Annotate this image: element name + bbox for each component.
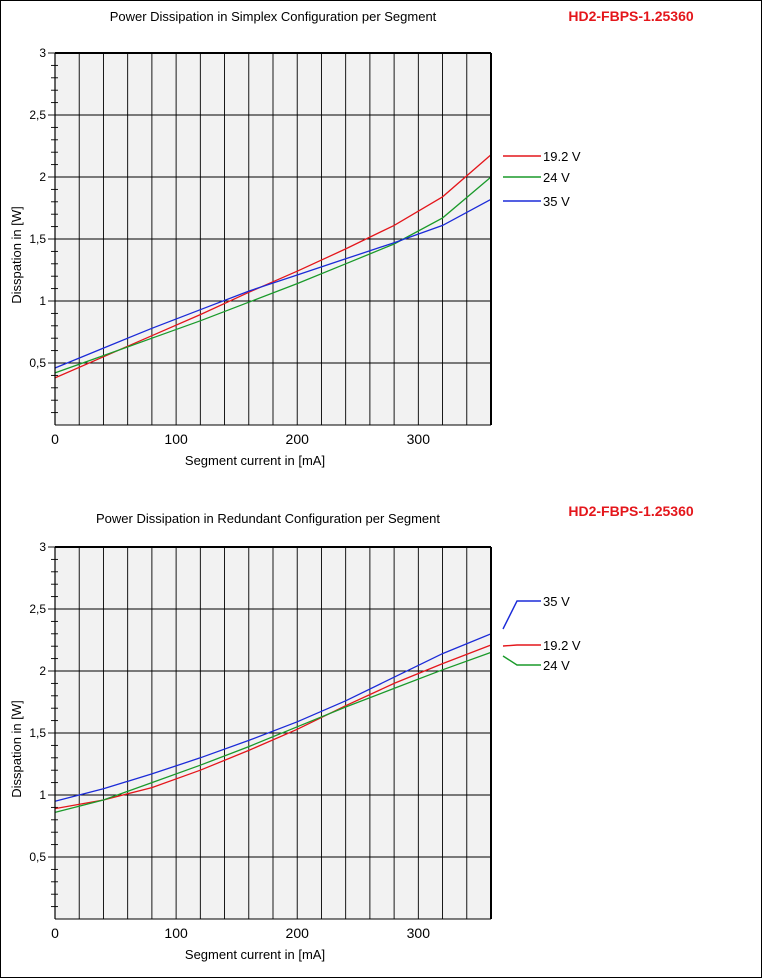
x-tick-label: 200 [286, 925, 310, 941]
legend-swatch [502, 655, 541, 666]
legend-label: 35 V [543, 194, 570, 209]
y-tick-label: 2,5 [29, 108, 46, 122]
product-code: HD2-FBPS-1.25360 [568, 8, 693, 24]
x-axis-label: Segment current in [mA] [185, 453, 325, 468]
y-tick-label: 2,5 [29, 602, 46, 616]
series-line-35-v [54, 198, 492, 369]
y-tick-label: 0,5 [29, 356, 46, 370]
y-tick-label: 2 [39, 170, 46, 184]
x-tick-label: 100 [164, 925, 188, 941]
legend-label: 24 V [543, 170, 570, 185]
x-tick-label: 300 [407, 925, 431, 941]
x-tick-label: 300 [407, 431, 431, 447]
legend-swatch [502, 600, 541, 630]
y-axis-label: Disspation in [W] [9, 206, 24, 304]
series-line-19-2-v [54, 644, 492, 810]
y-tick-label: 0,5 [29, 850, 46, 864]
product-code: HD2-FBPS-1.25360 [568, 503, 693, 519]
legend-label: 35 V [543, 594, 570, 609]
series-line-35-v [54, 633, 492, 802]
x-tick-label: 0 [51, 925, 59, 941]
chart-title: Power Dissipation in Redundant Configura… [96, 511, 440, 526]
series-line-24-v [54, 651, 492, 814]
x-axis-label: Segment current in [mA] [185, 947, 325, 962]
y-tick-label: 1,5 [29, 726, 46, 740]
legend-label: 24 V [543, 658, 570, 673]
legend-label: 19.2 V [543, 638, 581, 653]
y-tick-label: 1 [39, 294, 46, 308]
series-line-24-v [54, 176, 492, 374]
y-tick-label: 1,5 [29, 232, 46, 246]
chart-title: Power Dissipation in Simplex Configurati… [110, 9, 437, 24]
y-tick-label: 3 [39, 540, 46, 554]
y-tick-label: 2 [39, 664, 46, 678]
x-tick-label: 0 [51, 431, 59, 447]
y-tick-label: 1 [39, 788, 46, 802]
legend-label: 19.2 V [543, 149, 581, 164]
x-tick-label: 200 [286, 431, 310, 447]
x-tick-label: 100 [164, 431, 188, 447]
y-axis-label: Disspation in [W] [9, 700, 24, 798]
y-tick-label: 3 [39, 46, 46, 60]
legend-swatch [502, 644, 541, 647]
